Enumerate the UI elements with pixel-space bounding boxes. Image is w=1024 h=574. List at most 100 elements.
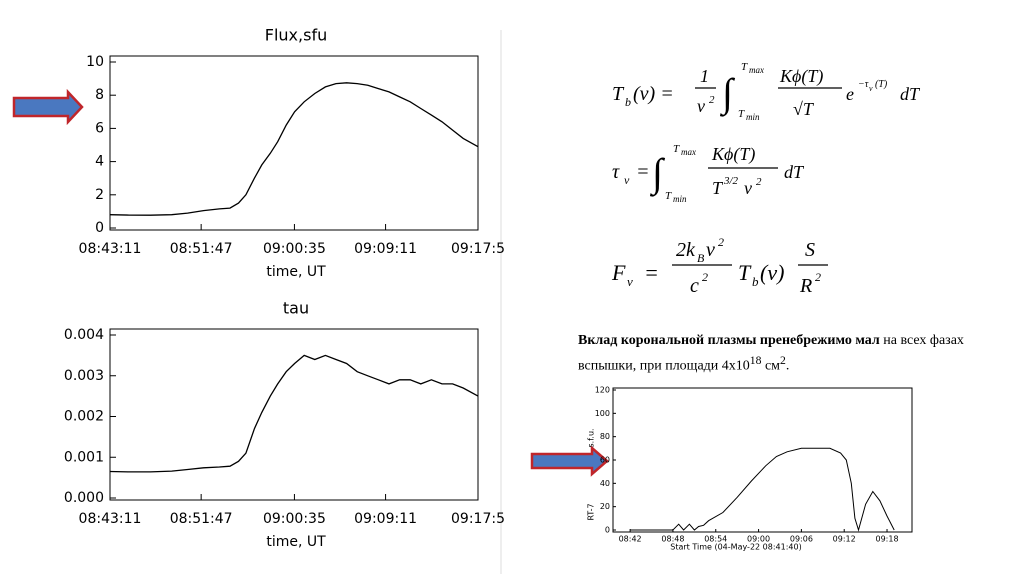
line bbox=[630, 447, 895, 532]
formula-part: max bbox=[681, 147, 696, 157]
formula-part: T bbox=[712, 178, 724, 198]
y-tick-label: 0.001 bbox=[64, 449, 104, 465]
caption-end: . bbox=[785, 358, 790, 374]
formula-part: T bbox=[738, 108, 745, 120]
x-tick-label: 09:00:35 bbox=[263, 241, 326, 257]
formula-part: 2 bbox=[702, 270, 708, 284]
formula-part: min bbox=[673, 194, 687, 204]
formula-part: Kϕ(T) bbox=[779, 66, 823, 87]
formula-part: T bbox=[665, 190, 672, 202]
chart-title: tau bbox=[283, 299, 309, 318]
caption-sup: 18 bbox=[749, 354, 762, 367]
formula-part: ν bbox=[627, 274, 633, 289]
chart-title: Flux,sfu bbox=[265, 26, 327, 45]
formula-part: e bbox=[846, 84, 854, 104]
y-tick-label: 10 bbox=[86, 54, 104, 70]
formula-part: ν bbox=[706, 239, 715, 261]
formula-part: ν bbox=[744, 178, 752, 198]
x-tick-label: 08:43:11 bbox=[79, 511, 142, 527]
y-tick-label: 0.003 bbox=[64, 368, 104, 384]
arrow bbox=[12, 88, 84, 126]
y-tick-label: 40 bbox=[600, 479, 610, 488]
formula-part: 2 bbox=[815, 270, 821, 284]
formula-part: dT bbox=[900, 84, 921, 104]
line bbox=[109, 82, 479, 216]
x-tick-label: 09:00:35 bbox=[263, 511, 326, 527]
x-tick-label: 09:00 bbox=[747, 535, 770, 544]
y-axis-unit: s.f.u. bbox=[587, 428, 596, 447]
formula-part: min bbox=[746, 112, 760, 122]
formula-part: −τ bbox=[858, 79, 869, 90]
caption-bold: Вклад корональной плазмы пренебрежимо ма… bbox=[578, 333, 880, 348]
formula-part: √T bbox=[793, 99, 815, 119]
caption-sup: 2 bbox=[780, 354, 786, 367]
plot-frame bbox=[109, 328, 479, 501]
formula-part: F bbox=[611, 260, 626, 285]
formula-part: S bbox=[805, 239, 815, 261]
x-tick-label: 08:51:47 bbox=[170, 511, 233, 527]
plot-frame bbox=[612, 387, 913, 533]
y-tick-label: 80 bbox=[600, 432, 610, 441]
formula-part: ν bbox=[869, 84, 873, 93]
y-tick-label: 0 bbox=[95, 220, 104, 236]
formula-lines bbox=[672, 87, 842, 266]
formula-part: max bbox=[749, 65, 764, 75]
formula-part: T bbox=[738, 260, 752, 285]
x-tick-label: 09:09:11 bbox=[354, 241, 417, 257]
y-tick-label: 0.002 bbox=[64, 409, 104, 425]
formula-part: ∫ bbox=[649, 150, 666, 197]
x-tick-label: 08:42 bbox=[619, 535, 642, 544]
y-tick-label: 8 bbox=[95, 87, 104, 103]
formula-part: (ν) = bbox=[633, 83, 674, 105]
formula-part: R bbox=[799, 275, 812, 297]
formula-part: = bbox=[644, 260, 659, 285]
formula-part: 2 bbox=[709, 94, 715, 106]
y-tick-label: 20 bbox=[600, 502, 610, 511]
formula-part: ν bbox=[624, 173, 630, 187]
x-tick-label: 08:48 bbox=[661, 535, 684, 544]
formula-part: dT bbox=[784, 162, 805, 182]
caption-unit: см bbox=[764, 358, 781, 374]
formula-part: τ bbox=[612, 161, 620, 183]
formula-part: T bbox=[612, 83, 625, 105]
y-tick-label: 0.000 bbox=[64, 490, 104, 506]
formula-part: 2k bbox=[676, 239, 696, 261]
x-tick-label: 09:18 bbox=[875, 535, 898, 544]
formula-part: b bbox=[625, 95, 631, 109]
y-tick-label: 6 bbox=[95, 120, 104, 136]
formula-part: B bbox=[697, 251, 705, 265]
formula-part: (T) bbox=[875, 79, 888, 90]
x-tick-label: 09:12 bbox=[833, 535, 856, 544]
x-tick-label: 08:54 bbox=[704, 535, 727, 544]
x-tick-label: 09:17:5 bbox=[451, 511, 505, 527]
arrow bbox=[530, 445, 609, 477]
x-axis-label: time, UT bbox=[266, 264, 326, 280]
x-tick-label: 09:09:11 bbox=[354, 511, 417, 527]
formula-part: c bbox=[690, 275, 699, 297]
y-tick-label: 4 bbox=[95, 154, 104, 170]
formula-part: (ν) bbox=[760, 260, 784, 285]
y-tick-label: 2 bbox=[95, 187, 104, 203]
y-tick-label: 100 bbox=[595, 409, 610, 418]
caption-text: на всех фазах вспышки, при площади 4x10 bbox=[578, 333, 964, 374]
x-tick-label: 08:51:47 bbox=[170, 241, 233, 257]
plot-frame bbox=[109, 55, 479, 231]
formula-part: T bbox=[673, 143, 680, 155]
caption: Вклад корональной плазмы пренебрежимо ма… bbox=[578, 331, 988, 377]
y-tick-label: 120 bbox=[595, 386, 610, 395]
x-tick-label: 09:17:5 bbox=[451, 241, 505, 257]
formula-part: b bbox=[752, 274, 759, 289]
formula-part: 2 bbox=[718, 235, 724, 249]
formula-part: = bbox=[636, 161, 650, 183]
x-tick-label: 08:43:11 bbox=[79, 241, 142, 257]
y-tick-label: 0.004 bbox=[64, 327, 104, 343]
x-axis-label: time, UT bbox=[266, 534, 326, 550]
formula-part: ∫ bbox=[719, 70, 736, 117]
formula-part: 1 bbox=[700, 66, 709, 86]
x-axis-label: Start Time (04-May-22 08:41:40) bbox=[670, 543, 801, 552]
x-tick-label: 09:06 bbox=[790, 535, 813, 544]
y-tick-label: 60 bbox=[600, 456, 610, 465]
line bbox=[109, 354, 479, 473]
